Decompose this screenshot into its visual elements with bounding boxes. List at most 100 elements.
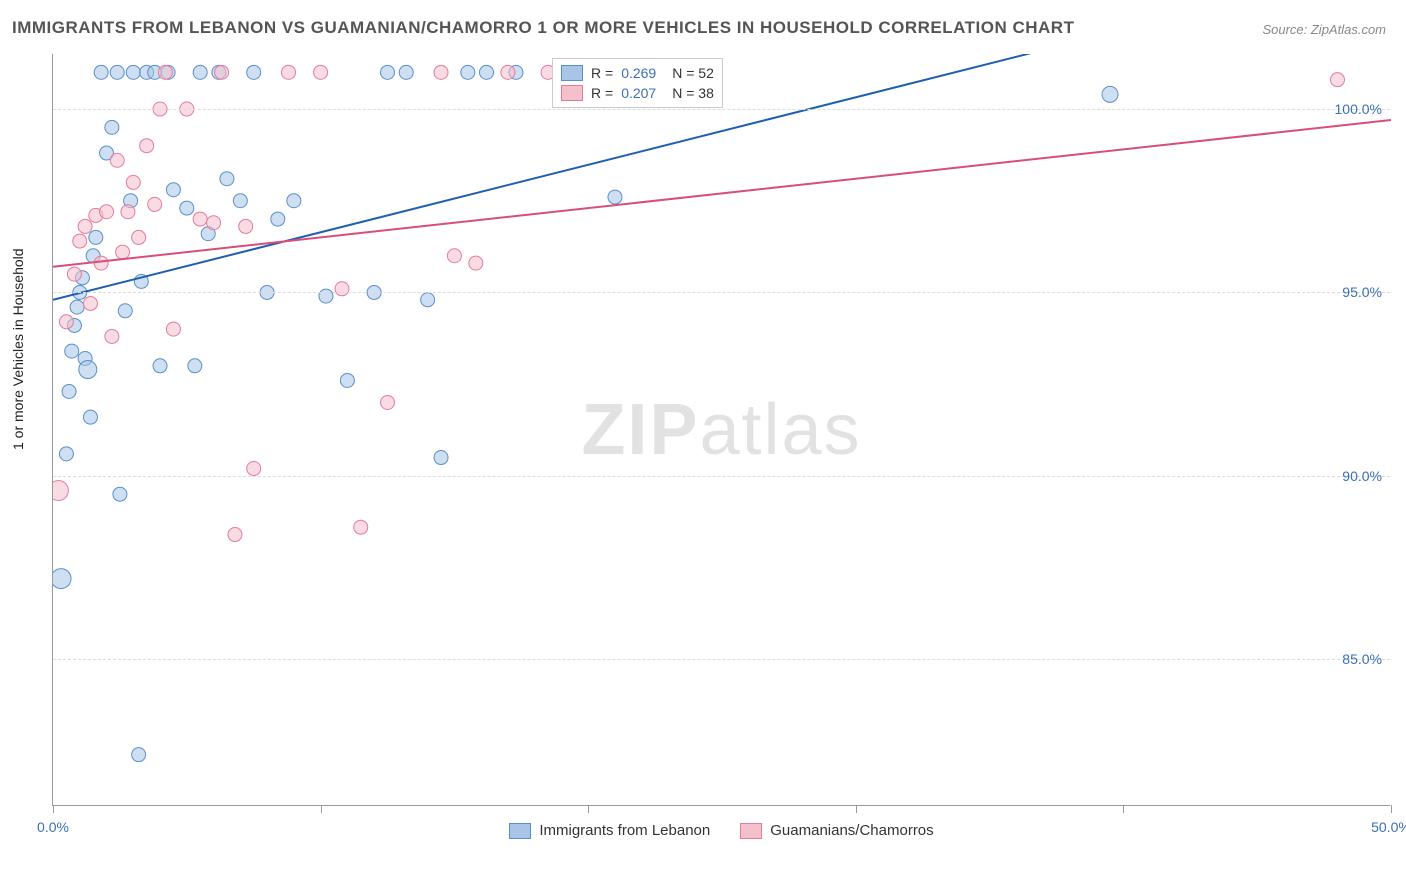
scatter-point [1330,73,1344,87]
scatter-point [140,139,154,153]
gridline [53,292,1390,293]
scatter-point [105,120,119,134]
legend-r-label: R = [591,85,613,101]
legend-bottom-item: Guamanians/Chamorros [740,822,933,839]
scatter-point [51,569,71,589]
legend-swatch [509,823,531,839]
scatter-point [89,230,103,244]
scatter-point [354,520,368,534]
y-tick-label: 90.0% [1342,468,1382,484]
x-tick [1123,805,1124,813]
scatter-point [59,447,73,461]
scatter-point [287,194,301,208]
scatter-point [94,256,108,270]
y-tick-label: 85.0% [1342,651,1382,667]
scatter-point [271,212,285,226]
scatter-point [381,65,395,79]
scatter-point [65,344,79,358]
scatter-point [67,267,81,281]
legend-bottom-item: Immigrants from Lebanon [509,822,710,839]
x-tick-label: 0.0% [37,819,69,835]
scatter-point [100,205,114,219]
scatter-point [73,234,87,248]
scatter-point [480,65,494,79]
legend-bottom-label: Immigrants from Lebanon [539,822,710,839]
scatter-point [126,65,140,79]
scatter-point [113,487,127,501]
scatter-point [215,65,229,79]
legend-row: R = 0.207 N = 38 [561,83,714,103]
scatter-point [381,395,395,409]
scatter-point [247,65,261,79]
scatter-point [78,219,92,233]
trend-line [53,0,1391,300]
scatter-point [608,190,622,204]
scatter-point [121,205,135,219]
x-tick [588,805,589,813]
scatter-point [116,245,130,259]
scatter-point [220,172,234,186]
scatter-point [166,183,180,197]
scatter-point [335,282,349,296]
scatter-point [153,359,167,373]
y-tick-label: 100.0% [1335,101,1382,117]
chart-svg [53,54,1390,805]
scatter-point [421,293,435,307]
scatter-point [207,216,221,230]
scatter-point [132,230,146,244]
legend-r-label: R = [591,65,613,81]
scatter-point [461,65,475,79]
chart-title: IMMIGRANTS FROM LEBANON VS GUAMANIAN/CHA… [12,18,1074,38]
legend-n-value: N = 52 [672,65,714,81]
scatter-point [118,304,132,318]
scatter-point [62,384,76,398]
legend-bottom: Immigrants from Lebanon Guamanians/Chamor… [53,822,1390,839]
x-tick [1391,805,1392,813]
scatter-point [132,748,146,762]
scatter-point [79,360,97,378]
legend-swatch [561,85,583,101]
legend-top: R = 0.269 N = 52 R = 0.207 N = 38 [552,58,723,108]
legend-swatch [740,823,762,839]
scatter-point [239,219,253,233]
gridline [53,109,1390,110]
scatter-point [105,329,119,343]
scatter-point [59,315,73,329]
scatter-point [110,65,124,79]
scatter-point [447,249,461,263]
scatter-point [83,410,97,424]
legend-row: R = 0.269 N = 52 [561,63,714,83]
scatter-point [501,65,515,79]
scatter-point [126,175,140,189]
trend-line [53,120,1391,267]
gridline [53,476,1390,477]
x-tick-label: 50.0% [1371,819,1406,835]
legend-swatch [561,65,583,81]
scatter-point [340,373,354,387]
source-label: Source: ZipAtlas.com [1262,22,1386,37]
x-tick [856,805,857,813]
scatter-point [319,289,333,303]
scatter-point [158,65,172,79]
legend-bottom-label: Guamanians/Chamorros [770,822,933,839]
scatter-point [228,528,242,542]
scatter-point [434,451,448,465]
legend-n-value: N = 38 [672,85,714,101]
scatter-point [233,194,247,208]
scatter-point [48,481,68,501]
scatter-point [180,201,194,215]
legend-r-value: 0.207 [621,85,656,101]
scatter-point [1102,86,1118,102]
scatter-point [83,296,97,310]
scatter-point [166,322,180,336]
scatter-point [94,65,108,79]
scatter-point [110,153,124,167]
scatter-point [193,65,207,79]
gridline [53,659,1390,660]
scatter-point [281,65,295,79]
scatter-point [399,65,413,79]
scatter-point [70,300,84,314]
x-tick [321,805,322,813]
plot-area: ZIPatlas Immigrants from LebanonGuamania… [52,54,1390,806]
scatter-point [247,462,261,476]
